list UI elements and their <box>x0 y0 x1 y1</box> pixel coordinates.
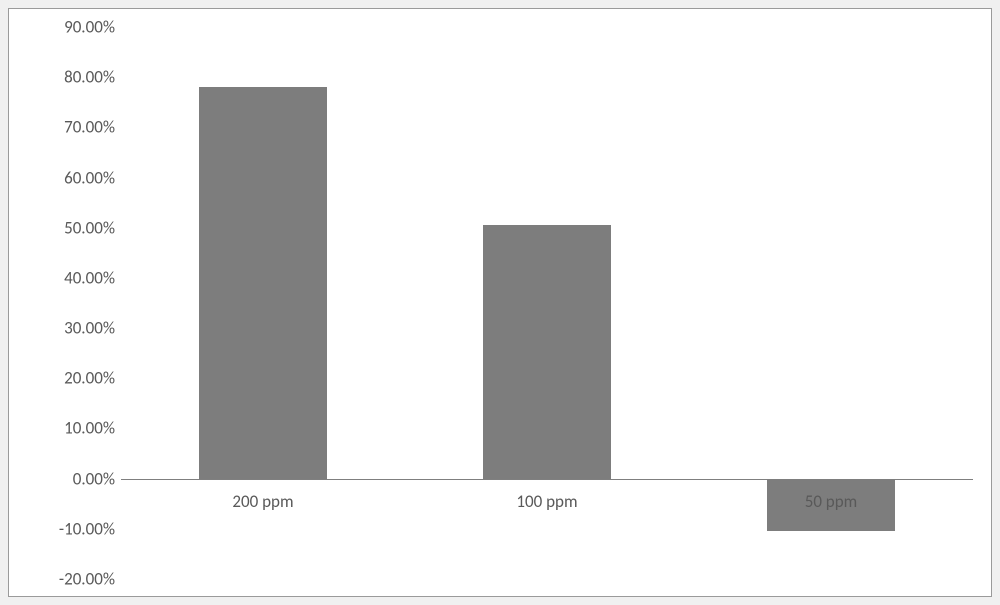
y-tick-label: 0.00% <box>73 468 115 489</box>
x-category-label: 100 ppm <box>516 491 577 512</box>
y-tick-label: 50.00% <box>64 217 115 238</box>
y-tick-label: 10.00% <box>64 418 115 439</box>
y-tick-label: 40.00% <box>64 267 115 288</box>
y-tick-label: 60.00% <box>64 167 115 188</box>
y-tick-label: -10.00% <box>59 518 115 539</box>
x-category-label: 200 ppm <box>232 491 293 512</box>
y-tick-label: 20.00% <box>64 368 115 389</box>
x-category-label: 50 ppm <box>805 491 858 512</box>
y-tick-label: 30.00% <box>64 318 115 339</box>
chart-container: 90.00% 80.00% 70.00% 60.00% 50.00% 40.00% 30.0… <box>8 8 992 597</box>
bar <box>483 225 611 478</box>
y-tick-label: -20.00% <box>59 569 115 590</box>
y-tick-label: 70.00% <box>64 117 115 138</box>
plot-area: 90.00%80.00%70.00%60.00%50.00%40.00%30.0… <box>121 27 973 579</box>
bar <box>199 87 327 478</box>
y-tick-label: 80.00% <box>64 67 115 88</box>
y-tick-label: 90.00% <box>64 17 115 38</box>
